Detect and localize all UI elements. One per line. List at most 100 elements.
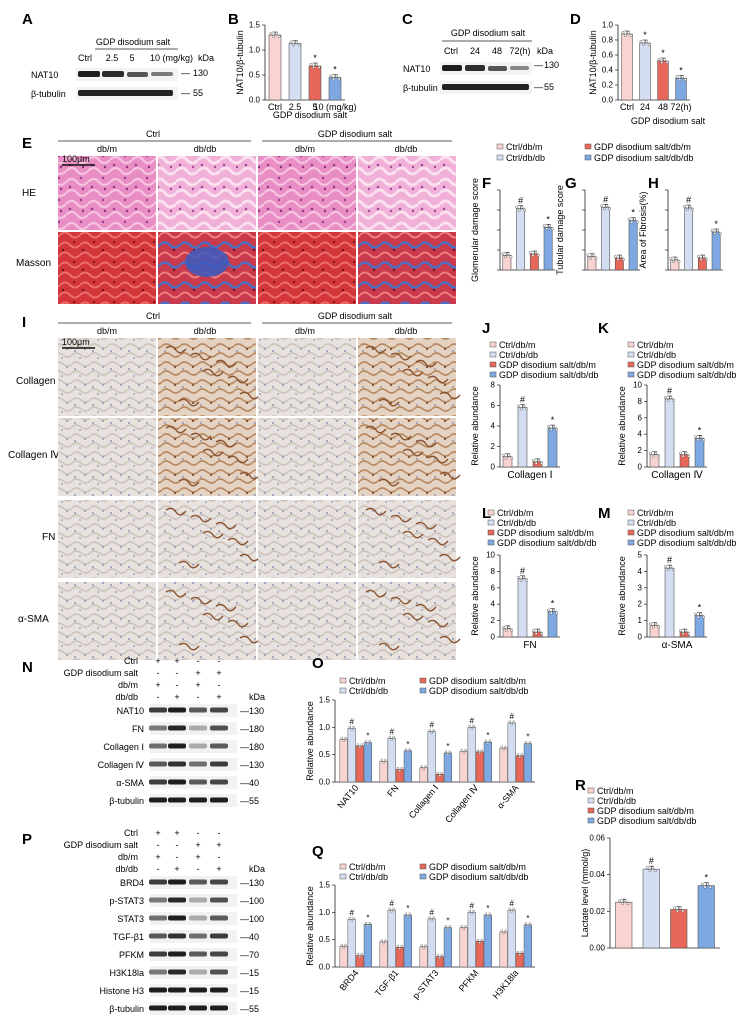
panel-i: I Ctrl GDP disodium salt db/m db/db db/m… <box>8 311 461 660</box>
bar <box>664 398 675 468</box>
condition-sign: + <box>174 692 179 702</box>
condition-sign: + <box>155 680 160 690</box>
bar <box>363 924 372 968</box>
significance-mark: * <box>526 914 529 923</box>
band-label: TGF-β1 <box>113 932 144 942</box>
bar <box>694 615 705 638</box>
significance-mark: # <box>429 721 434 730</box>
bar <box>639 42 651 101</box>
bar <box>339 739 348 783</box>
bar <box>435 774 444 783</box>
blot-band <box>168 897 186 903</box>
blot-band <box>149 725 167 731</box>
significance-mark: * <box>661 48 665 58</box>
band-label: p-STAT3 <box>109 896 144 906</box>
blot-band <box>149 969 167 975</box>
significance-mark: # <box>469 716 474 725</box>
band-label: β-tubulin <box>403 83 438 93</box>
ihc-image <box>358 500 456 578</box>
x-axis-label: FN <box>523 640 536 651</box>
panel-letter-o: O <box>312 655 324 672</box>
band-label: PFKM <box>119 950 144 960</box>
condition-sign: + <box>155 852 160 862</box>
legend-swatch <box>487 509 495 516</box>
group-label: Ctrl <box>146 129 160 139</box>
blot-band <box>168 743 186 749</box>
chart-k: 0 2 4 6 8 10 # * Collagen Ⅳ Relative abundance <box>617 381 707 481</box>
bar <box>395 769 404 783</box>
ihc-image-grid <box>58 338 461 660</box>
condition-sign: - <box>176 840 179 850</box>
row-label: Masson <box>16 258 51 269</box>
y-axis-label: Relative abundance <box>617 386 627 466</box>
x-tick-label: 48 <box>658 102 668 112</box>
legend-label: Ctrl/db/db <box>349 872 388 882</box>
x-tick-label: 24 <box>640 102 650 112</box>
panel-letter-e: E <box>22 135 32 152</box>
column-label: db/m <box>97 326 117 336</box>
significance-mark: # <box>520 395 525 405</box>
y-tick-label: 0 <box>638 463 643 472</box>
blot-band <box>189 915 207 921</box>
y-tick-label: 1.5 <box>319 881 331 890</box>
legend-swatch <box>627 519 635 526</box>
y-tick-label: 1.0 <box>249 46 261 55</box>
bar <box>419 946 428 968</box>
significance-mark: # <box>686 195 691 205</box>
condition-sign: - <box>218 656 221 666</box>
ihc-image <box>158 418 256 496</box>
ihc-image <box>58 338 156 416</box>
panel-letter-f: F <box>482 175 491 192</box>
x-tick-label: α-SMA <box>495 783 520 811</box>
significance-mark: # <box>389 899 394 908</box>
blot-band <box>210 933 228 939</box>
scale-bar-label: 100μm <box>62 154 90 164</box>
treatment-label-d: GDP disodium salt <box>631 116 706 126</box>
bar <box>523 924 532 968</box>
legend-swatch <box>587 817 595 824</box>
panel-letter-n: N <box>22 659 33 676</box>
legend-swatch <box>587 787 595 794</box>
condition-label: db/db <box>115 692 138 702</box>
legend-swatch <box>339 873 347 880</box>
bar <box>403 750 412 783</box>
y-tick-label: 1.5 <box>319 696 331 705</box>
blot-band <box>189 761 207 767</box>
blot-band <box>210 725 228 731</box>
condition-sign: + <box>195 680 200 690</box>
y-tick-label: 0.04 <box>589 870 605 879</box>
histology-image <box>158 156 256 230</box>
panel-c: C GDP disodium salt Ctrl 24 48 72(h) kDa… <box>402 11 559 94</box>
y-tick-label: 10 <box>633 381 642 390</box>
condition-sign: + <box>174 864 179 874</box>
lane-label: 5 <box>129 53 134 63</box>
kda-marker: —55 <box>240 1004 259 1014</box>
legend-swatch <box>587 797 595 804</box>
column-label: db/db <box>395 144 418 154</box>
column-label: db/db <box>194 326 217 336</box>
bar <box>642 868 660 949</box>
bar <box>308 65 322 101</box>
legend-label: Ctrl/db/db <box>637 350 676 360</box>
legend-label: Ctrl/db/db <box>597 796 636 806</box>
panel-letter-r: R <box>575 777 586 794</box>
y-axis-label: Tubular damage score <box>555 185 565 275</box>
panel-letter-j: J <box>482 320 490 337</box>
bar <box>621 33 633 101</box>
condition-sign: - <box>218 680 221 690</box>
kda-marker: —15 <box>240 986 259 996</box>
condition-label: db/db <box>115 864 138 874</box>
blot-band <box>210 779 228 785</box>
significance-mark: * <box>366 913 369 922</box>
significance-mark: * <box>551 415 555 425</box>
bar <box>467 727 476 783</box>
y-tick-label: 4 <box>638 430 643 439</box>
y-tick-label: 3 <box>638 583 643 592</box>
bar <box>475 941 484 968</box>
y-tick-label: 8 <box>638 397 643 406</box>
bar <box>523 743 532 783</box>
x-tick-label: 10 (mg/kg) <box>313 102 356 112</box>
significance-mark: # <box>349 717 354 726</box>
